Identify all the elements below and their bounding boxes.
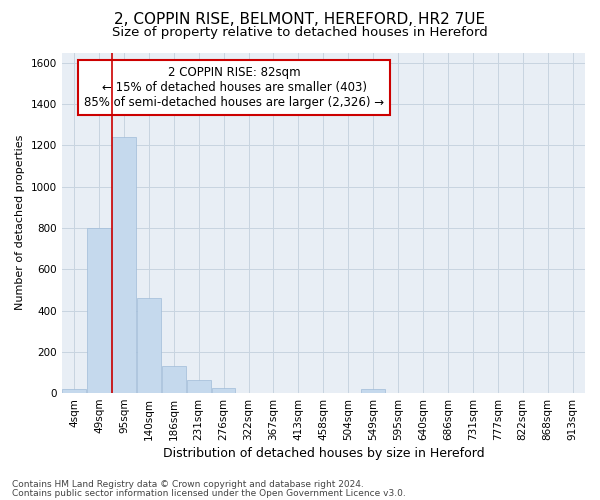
Bar	[187, 380, 211, 393]
Text: Size of property relative to detached houses in Hereford: Size of property relative to detached ho…	[112, 26, 488, 39]
Y-axis label: Number of detached properties: Number of detached properties	[15, 135, 25, 310]
X-axis label: Distribution of detached houses by size in Hereford: Distribution of detached houses by size …	[163, 447, 484, 460]
Text: 2, COPPIN RISE, BELMONT, HEREFORD, HR2 7UE: 2, COPPIN RISE, BELMONT, HEREFORD, HR2 7…	[115, 12, 485, 28]
Bar	[87, 228, 111, 393]
Text: Contains public sector information licensed under the Open Government Licence v3: Contains public sector information licen…	[12, 488, 406, 498]
Bar	[62, 389, 86, 393]
Text: Contains HM Land Registry data © Crown copyright and database right 2024.: Contains HM Land Registry data © Crown c…	[12, 480, 364, 489]
Bar	[112, 137, 136, 393]
Bar	[361, 389, 385, 393]
Bar	[137, 298, 161, 393]
Bar	[162, 366, 185, 393]
Bar	[212, 388, 235, 393]
Text: 2 COPPIN RISE: 82sqm
← 15% of detached houses are smaller (403)
85% of semi-deta: 2 COPPIN RISE: 82sqm ← 15% of detached h…	[85, 66, 385, 109]
